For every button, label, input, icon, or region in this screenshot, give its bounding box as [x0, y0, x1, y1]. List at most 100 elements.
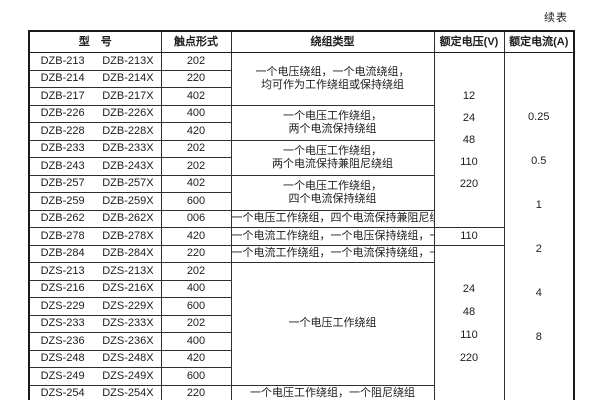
model-cell: DZS-248 DZS-248X [28, 349, 162, 368]
col-header-model: 型 号 [28, 30, 162, 53]
table-row: DZS-233 DZS-233X 202 [28, 314, 574, 333]
continued-table-label: 续表 [544, 12, 568, 24]
table-row: DZS-213 DZS-213X 202 一个电压工作绕组 [28, 262, 574, 386]
table-row: DZB-257 DZB-257X 402 一个电压工作绕组， 四个电流保持绕组 [28, 174, 574, 211]
model-name-x: DZB-228X [102, 124, 154, 137]
contact-form-cell: 420 [160, 227, 232, 246]
col-header-rated-voltage: 额定电压(V) [433, 30, 505, 53]
model-name: DZS-213 [40, 264, 85, 277]
model-name-x: DZB-213X [102, 54, 154, 67]
model-name-x: DZB-262X [102, 212, 154, 225]
model-cell: DZB-278 DZB-278X [28, 227, 162, 246]
model-name: DZB-226 [40, 107, 85, 120]
model-name: DZS-233 [40, 317, 85, 330]
model-cell: DZB-259 DZB-259X [28, 192, 162, 211]
table-row: DZB-214 DZB-214X 220 [28, 69, 574, 88]
col-header-contact-form: 触点形式 [160, 30, 232, 53]
model-cell: DZB-217 DZB-217X [28, 87, 162, 106]
model-name-x: DZS-254X [102, 387, 154, 400]
current-value: 2 [535, 243, 542, 256]
model-cell: DZS-229 DZS-229X [28, 297, 162, 316]
model-name: DZS-229 [40, 299, 85, 312]
voltage-value: 12 [462, 90, 476, 102]
model-name: DZS-216 [40, 282, 85, 295]
voltage-value: 220 [459, 178, 479, 190]
table-row: DZB-213 DZB-213X 202 一个电压绕组，一个电流绕组， 均可作为工… [28, 52, 575, 400]
model-name: DZS-249 [40, 369, 85, 382]
voltage-value: 24 [462, 112, 476, 124]
model-name: DZB-257 [40, 177, 85, 190]
current-value: 8 [535, 331, 542, 344]
contact-form-cell: 420 [160, 122, 232, 141]
contact-form-cell: 400 [160, 104, 232, 123]
model-name-x: DZB-257X [102, 177, 154, 190]
relay-spec-table: 型 号 触点形式 绕组类型 额定电压(V) 额定电流(A) DZB-213 DZB… [28, 30, 575, 400]
model-name-x: DZS-229X [102, 299, 154, 312]
winding-line: 均可作为工作绕组或保持绕组 [261, 78, 404, 91]
rated-voltage-cell: 12 24 48 110 220 [433, 52, 505, 228]
voltage-value: 110 [460, 156, 478, 168]
voltage-value: 24 [462, 282, 476, 295]
winding-type-cell: 一个电压工作绕组， 两个电流保持绕组 [230, 104, 435, 141]
rated-voltage-cell: 110 [433, 227, 505, 246]
model-name: DZS-254 [40, 387, 85, 400]
contact-form-cell: 220 [160, 384, 232, 400]
model-cell: DZS-216 DZS-216X [28, 279, 162, 298]
current-value: 0.25 [528, 111, 550, 124]
model-cell: DZB-243 DZB-243X [28, 157, 162, 176]
contact-form-cell: 600 [160, 297, 232, 316]
voltage-value: 220 [459, 351, 479, 364]
voltage-value: 48 [462, 134, 476, 146]
model-name-x: DZB-217X [102, 89, 154, 102]
model-name: DZS-236 [40, 334, 85, 347]
model-cell: DZB-284 DZB-284X [28, 244, 162, 263]
winding-type-cell: 一个电压工作绕组 [230, 262, 435, 386]
contact-form-cell: 202 [160, 52, 232, 71]
voltage-value: 48 [462, 305, 476, 318]
winding-type-cell: 一个电压工作绕组， 两个电流保持兼阻尼绕组 [230, 139, 435, 176]
table-row: DZB-233 DZB-233X 202 一个电压工作绕组， 两个电流保持兼阻尼绕… [28, 139, 574, 176]
table-row: DZS-229 DZS-229X 600 [28, 297, 574, 316]
contact-form-cell: 202 [160, 314, 232, 333]
rated-voltage-cell: 24 48 110 220 [433, 244, 505, 400]
contact-form-cell: 400 [160, 332, 232, 351]
winding-line: 一个电压工作绕组， [283, 109, 382, 122]
model-name-x: DZB-226X [102, 107, 154, 120]
model-cell: DZB-228 DZB-228X [28, 122, 162, 141]
col-header-winding-type: 绕组类型 [230, 30, 435, 53]
model-name: DZB-284 [40, 247, 85, 260]
rated-current-cell: 0.25 0.5 1 2 4 8 [503, 52, 575, 400]
contact-form-cell: 400 [160, 279, 232, 298]
model-name-x: DZS-248X [102, 352, 154, 365]
winding-line: 一个电压工作绕组， [283, 144, 382, 157]
contact-form-cell: 202 [160, 139, 232, 158]
model-cell: DZS-249 DZS-249X [28, 367, 162, 386]
table-row: DZB-259 DZB-259X 600 [28, 192, 574, 211]
winding-line: 一个电压工作绕组， [283, 179, 382, 192]
model-name-x: DZS-249X [102, 369, 154, 382]
model-name: DZB-214 [40, 72, 85, 85]
contact-form-cell: 220 [160, 69, 232, 88]
winding-type-cell: 一个电压工作绕组，四个电流保持兼阻尼绕组 [230, 209, 435, 228]
model-name-x: DZS-213X [102, 264, 154, 277]
model-name-x: DZB-214X [102, 72, 154, 85]
contact-form-cell: 420 [160, 349, 232, 368]
model-name-x: DZB-284X [102, 247, 154, 260]
model-name: DZB-213 [40, 54, 85, 67]
model-cell: DZB-262 DZB-262X [28, 209, 162, 228]
winding-line: 四个电流保持绕组 [288, 192, 377, 205]
col-header-rated-current: 额定电流(A) [503, 30, 575, 53]
contact-form-cell: 600 [160, 192, 232, 211]
table-row: DZB-262 DZB-262X 006 一个电压工作绕组，四个电流保持兼阻尼绕组 [28, 209, 574, 228]
model-name-x: DZB-233X [102, 142, 154, 155]
model-name-x: DZS-236X [102, 334, 154, 347]
winding-type-cell: 一个电压工作绕组， 四个电流保持绕组 [230, 174, 435, 211]
table-row: DZS-216 DZS-216X 400 [28, 279, 574, 298]
model-name: DZB-259 [40, 194, 85, 207]
contact-form-cell: 202 [160, 262, 232, 281]
model-name: DZB-233 [40, 142, 85, 155]
current-value: 0.5 [531, 155, 547, 168]
table-row: DZB-228 DZB-228X 420 [28, 122, 574, 141]
header-row: 型 号 触点形式 绕组类型 额定电压(V) 额定电流(A) [28, 30, 575, 53]
